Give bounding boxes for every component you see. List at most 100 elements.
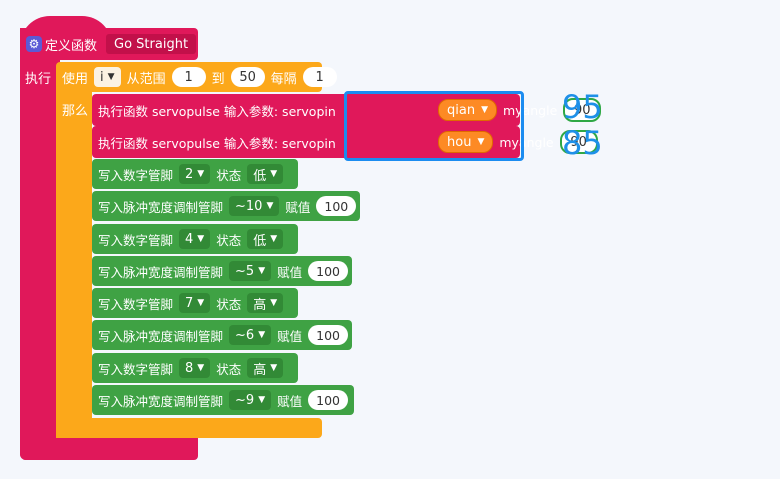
annotation-value-2: 85	[562, 124, 603, 162]
pin-dropdown[interactable]: 7 ▼	[179, 293, 211, 313]
pin-dropdown[interactable]: 2 ▼	[179, 164, 211, 184]
pin-dropdown[interactable]: 8 ▼	[179, 358, 211, 378]
chevron-down-icon: ▼	[270, 363, 278, 373]
pwm-write-block[interactable]: 写入脉冲宽度调制管脚 ~9 ▼ 赋值 100	[92, 385, 354, 415]
assign-label: 赋值	[285, 199, 311, 215]
chevron-down-icon: ▼	[258, 330, 266, 340]
servopin-value: qian	[447, 102, 476, 118]
define-function-label: 定义函数	[45, 38, 98, 54]
annotation-value-1: 95	[562, 88, 603, 126]
state-dropdown[interactable]: 高 ▼	[247, 293, 284, 313]
to-label: 到	[211, 71, 225, 87]
servopin-dropdown[interactable]: hou ▼	[438, 131, 494, 153]
pin-value: 4	[185, 231, 194, 247]
myangle-input[interactable]: 90	[559, 130, 598, 154]
state-value: 低	[253, 168, 267, 184]
chevron-down-icon: ▼	[197, 234, 205, 244]
digital-write-block[interactable]: 写入数字管脚 7 ▼ 状态 高 ▼	[92, 288, 298, 318]
block-label: 写入数字管脚	[98, 361, 174, 377]
define-function-footer	[20, 438, 198, 460]
state-label: 状态	[216, 296, 242, 312]
pin-dropdown[interactable]: ~6 ▼	[229, 325, 272, 345]
pin-dropdown[interactable]: 4 ▼	[179, 229, 211, 249]
call-servopulse-block[interactable]: 执行函数 servopulse 输入参数: servopin hou ▼ mya…	[92, 126, 598, 158]
block-label: 写入数字管脚	[98, 167, 174, 183]
digital-write-block[interactable]: 写入数字管脚 8 ▼ 状态 高 ▼	[92, 353, 298, 383]
block-label: 写入脉冲宽度调制管脚	[98, 264, 224, 280]
state-value: 高	[253, 362, 267, 378]
chevron-down-icon: ▼	[258, 395, 266, 405]
call-servopulse-block[interactable]: 执行函数 servopulse 输入参数: servopin qian ▼ my…	[92, 94, 602, 126]
range-label: 从范围	[126, 71, 166, 87]
pin-value: ~9	[235, 392, 255, 408]
block-label: 写入脉冲宽度调制管脚	[98, 328, 224, 344]
chevron-down-icon: ▼	[477, 137, 485, 147]
digital-write-block[interactable]: 写入数字管脚 2 ▼ 状态 低 ▼	[92, 159, 298, 189]
do-label: 那么	[62, 104, 89, 119]
range-to-input[interactable]: 50	[230, 67, 265, 87]
myangle-label: myangle	[503, 102, 558, 118]
state-dropdown[interactable]: 高 ▼	[247, 358, 284, 378]
myangle-label: myangle	[499, 134, 554, 150]
state-dropdown[interactable]: 低 ▼	[247, 164, 284, 184]
chevron-down-icon: ▼	[197, 298, 205, 308]
pwm-value-input[interactable]: 100	[316, 196, 357, 216]
digital-write-block[interactable]: 写入数字管脚 4 ▼ 状态 低 ▼	[92, 224, 298, 254]
function-name-field[interactable]: Go Straight	[106, 34, 197, 54]
define-function-title-row: ⚙ 定义函数 Go Straight	[26, 34, 197, 54]
chevron-down-icon: ▼	[481, 105, 488, 115]
servopin-dropdown[interactable]: qian ▼	[438, 99, 497, 121]
pin-value: ~10	[235, 198, 263, 214]
for-loop-body	[56, 92, 92, 438]
call-arguments: hou ▼ myangle 90	[438, 130, 598, 154]
assign-label: 赋值	[277, 328, 303, 344]
loop-variable-dropdown[interactable]: i ▼	[94, 67, 121, 87]
pin-dropdown[interactable]: ~9 ▼	[229, 390, 272, 410]
argument-highlight-box	[344, 91, 524, 161]
pwm-write-block[interactable]: 写入脉冲宽度调制管脚 ~10 ▼ 赋值 100	[92, 191, 360, 221]
pwm-write-block[interactable]: 写入脉冲宽度调制管脚 ~6 ▼ 赋值 100	[92, 320, 352, 350]
state-value: 低	[253, 233, 267, 249]
call-label: 执行函数 servopulse 输入参数: servopin	[98, 103, 336, 119]
state-dropdown[interactable]: 低 ▼	[247, 229, 284, 249]
block-label: 写入脉冲宽度调制管脚	[98, 393, 224, 409]
pwm-value-input[interactable]: 100	[308, 261, 348, 281]
pin-value: 2	[185, 166, 194, 182]
pwm-value-input[interactable]: 100	[308, 325, 348, 345]
define-function-body	[20, 60, 60, 460]
pin-dropdown[interactable]: ~5 ▼	[229, 261, 272, 281]
chevron-down-icon: ▼	[270, 169, 278, 179]
range-step-input[interactable]: 1	[302, 67, 337, 87]
block-label: 写入数字管脚	[98, 232, 174, 248]
for-loop-footer	[56, 418, 322, 438]
pwm-value-input[interactable]: 100	[308, 390, 348, 410]
exec-label: 执行	[25, 72, 52, 87]
chevron-down-icon: ▼	[270, 234, 278, 244]
state-label: 状态	[216, 232, 242, 248]
state-label: 状态	[216, 167, 242, 183]
myangle-input[interactable]: 90	[563, 98, 602, 122]
call-arguments: qian ▼ myangle 90	[438, 98, 602, 122]
chevron-down-icon: ▼	[270, 298, 278, 308]
servopin-value: hou	[447, 134, 472, 150]
state-value: 高	[253, 297, 267, 313]
assign-label: 赋值	[277, 264, 303, 280]
block-label: 写入数字管脚	[98, 296, 174, 312]
pin-value: ~5	[235, 263, 255, 279]
chevron-down-icon: ▼	[197, 169, 205, 179]
pin-value: 7	[185, 295, 194, 311]
step-label: 每隔	[270, 71, 297, 87]
chevron-down-icon: ▼	[107, 72, 115, 82]
pwm-write-block[interactable]: 写入脉冲宽度调制管脚 ~5 ▼ 赋值 100	[92, 256, 352, 286]
block-label: 写入脉冲宽度调制管脚	[98, 199, 224, 215]
gear-icon[interactable]: ⚙	[26, 36, 42, 52]
chevron-down-icon: ▼	[258, 266, 266, 276]
call-label: 执行函数 servopulse 输入参数: servopin	[98, 135, 336, 151]
use-label: 使用	[62, 71, 89, 87]
loop-variable-value: i	[100, 69, 104, 85]
for-loop-row: 使用 i ▼ 从范围 1 到 50 每隔 1	[62, 66, 337, 88]
state-label: 状态	[216, 361, 242, 377]
range-from-input[interactable]: 1	[171, 67, 206, 87]
pin-dropdown[interactable]: ~10 ▼	[229, 196, 280, 216]
